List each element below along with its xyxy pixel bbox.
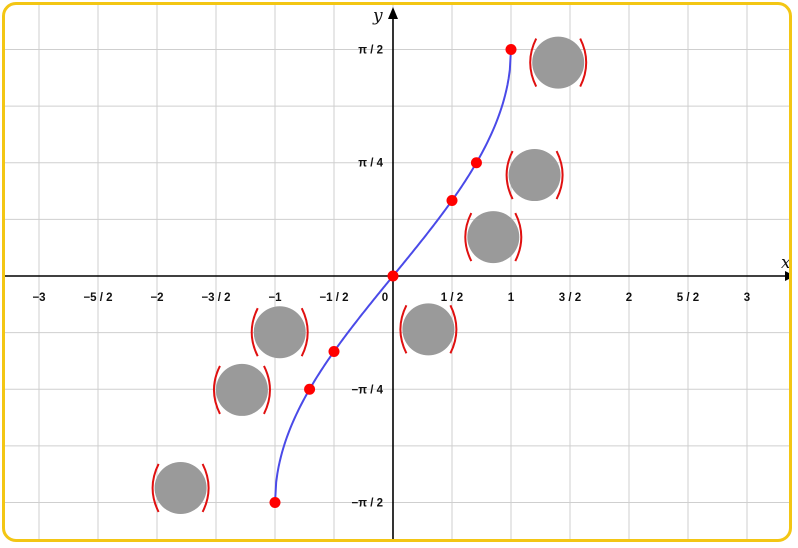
placeholder-circle-icon: [154, 461, 207, 514]
curve-point: [446, 194, 458, 206]
y-axis-label: y: [372, 6, 383, 26]
right-paren-icon: [555, 150, 564, 200]
axes: xy: [5, 6, 791, 539]
x-tick-label: −1 / 2: [319, 292, 348, 304]
x-tick-label: 2: [626, 292, 632, 304]
hidden-coordinate-label: [464, 211, 523, 264]
right-paren-icon: [579, 38, 588, 88]
x-tick-label: −3 / 2: [201, 292, 230, 304]
hidden-coordinate-label: [250, 306, 309, 359]
left-paren-icon: [212, 365, 221, 415]
hidden-coordinate-label: [151, 461, 210, 514]
right-paren-icon: [300, 307, 309, 357]
grid-lines: [5, 5, 789, 539]
curve-points: [269, 43, 517, 509]
curve-point: [328, 346, 340, 358]
left-paren-icon: [151, 463, 160, 513]
x-tick-label: −5 / 2: [83, 292, 112, 304]
x-tick-label: 3: [744, 292, 750, 304]
x-axis-label: x: [781, 253, 791, 273]
placeholder-circle-icon: [402, 303, 455, 356]
y-tick-label: −π / 4: [351, 384, 383, 396]
y-tick-label: −π / 2: [351, 498, 383, 510]
left-paren-icon: [464, 212, 473, 262]
x-tick-label: −1: [268, 292, 282, 304]
curve-point: [304, 383, 316, 395]
right-paren-icon: [514, 212, 523, 262]
x-tick-label: −3: [32, 292, 45, 304]
y-axis-arrow-icon: [388, 7, 398, 19]
y-tick-label: π / 2: [358, 44, 383, 56]
hidden-coordinate-label: [505, 149, 564, 202]
left-paren-icon: [250, 307, 259, 357]
tick-labels: −3 −5 / 2 −2 −3 / 2 −1 −1 / 2 0 1 / 2 1 3 / 2 2 5 /…: [32, 44, 750, 509]
left-paren-icon: [529, 38, 538, 88]
x-tick-label: 0: [382, 292, 388, 304]
x-tick-label: −2: [150, 292, 163, 304]
placeholder-circle-icon: [215, 363, 268, 416]
placeholder-circle-icon: [532, 36, 585, 89]
hidden-coordinate-label: [399, 303, 458, 356]
curve-point: [269, 497, 281, 509]
right-paren-icon: [449, 304, 458, 354]
curve-point: [470, 157, 482, 169]
x-tick-label: 3 / 2: [559, 292, 581, 304]
placeholder-circle-icon: [508, 149, 561, 202]
x-axis-arrow-icon: [785, 271, 789, 281]
right-paren-icon: [263, 365, 271, 415]
right-paren-icon: [201, 463, 210, 513]
left-paren-icon: [505, 150, 514, 200]
x-tick-label: 1: [508, 292, 515, 304]
left-paren-icon: [399, 304, 408, 354]
placeholder-circle-icon: [467, 211, 520, 264]
point-labels: [151, 36, 588, 514]
hidden-coordinate-label: [529, 36, 588, 89]
placeholder-circle-icon: [253, 306, 306, 359]
curve-point: [505, 43, 517, 55]
hidden-coordinate-label: [212, 363, 271, 416]
y-tick-label: π / 4: [358, 158, 383, 170]
curve-point: [387, 270, 399, 282]
x-tick-label: 1 / 2: [441, 292, 463, 304]
x-tick-label: 5 / 2: [677, 292, 699, 304]
